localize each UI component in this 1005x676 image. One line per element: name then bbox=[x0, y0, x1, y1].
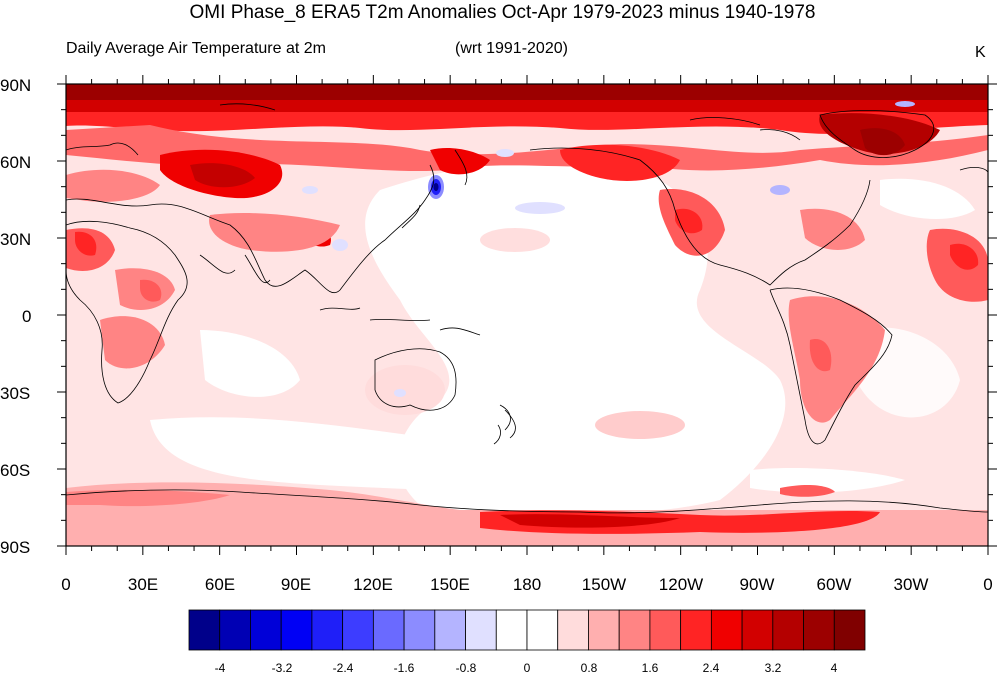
units-label: K bbox=[975, 44, 986, 61]
colorbar-label: 3.2 bbox=[765, 661, 782, 675]
colorbar bbox=[188, 609, 866, 651]
colorbar-swatch bbox=[250, 609, 282, 651]
colorbar-swatch bbox=[311, 609, 344, 651]
lon-label-150e: 150E bbox=[430, 575, 470, 594]
colorbar-swatch bbox=[680, 609, 712, 651]
lon-label-0: 0 bbox=[61, 575, 70, 594]
colorbar-swatch bbox=[649, 609, 682, 651]
lon-label-30w: 30W bbox=[894, 575, 929, 594]
lon-label-150w: 150W bbox=[582, 575, 626, 594]
lon-label-180: 180 bbox=[513, 575, 541, 594]
colorbar-swatch bbox=[803, 609, 835, 651]
latitude-labels: 90N 60N 30N 0 30S 60S 90S bbox=[0, 76, 31, 557]
lon-label-60e: 60E bbox=[205, 575, 235, 594]
colorbar-swatch bbox=[219, 609, 251, 651]
lat-label-30s: 30S bbox=[0, 384, 30, 403]
colorbar-labels: -4 -3.2 -2.4 -1.6 -0.8 0 0.8 1.6 2.4 3.2… bbox=[215, 661, 838, 675]
colorbar-swatch bbox=[833, 609, 866, 651]
colorbar-swatch bbox=[710, 609, 743, 651]
colorbar-label: 2.4 bbox=[703, 661, 720, 675]
colorbar-swatch bbox=[588, 609, 620, 651]
colorbar-swatch bbox=[465, 609, 497, 651]
colorbar-swatch bbox=[434, 609, 466, 651]
figure-title: OMI Phase_8 ERA5 T2m Anomalies Oct-Apr 1… bbox=[189, 2, 816, 23]
coastlines bbox=[66, 103, 988, 514]
colorbar-swatch bbox=[372, 609, 405, 651]
colorbar-swatch bbox=[342, 609, 374, 651]
colorbar-label: 0.8 bbox=[581, 661, 598, 675]
lon-label-90e: 90E bbox=[281, 575, 311, 594]
colorbar-label: 4 bbox=[831, 661, 838, 675]
axis-ticks bbox=[57, 75, 997, 555]
colorbar-label: -3.2 bbox=[272, 661, 293, 675]
lon-label-120w: 120W bbox=[659, 575, 703, 594]
lat-label-90n: 90N bbox=[0, 76, 31, 95]
colorbar-swatch bbox=[188, 609, 221, 651]
colorbar-swatch bbox=[280, 609, 313, 651]
lat-label-60s: 60S bbox=[0, 461, 30, 480]
colorbar-label: -4 bbox=[215, 661, 226, 675]
left-subtitle: Daily Average Air Temperature at 2m bbox=[66, 40, 326, 57]
lat-label-30n: 30N bbox=[0, 230, 31, 249]
lon-label-90w: 90W bbox=[740, 575, 775, 594]
lon-label-30e: 30E bbox=[128, 575, 158, 594]
colorbar-label: 1.6 bbox=[642, 661, 659, 675]
colorbar-swatch bbox=[495, 609, 528, 651]
center-subtitle: (wrt 1991-2020) bbox=[455, 40, 568, 57]
longitude-labels: 0 30E 60E 90E 120E 150E 180 150W 120W 90… bbox=[61, 575, 992, 594]
lat-label-60n: 60N bbox=[0, 153, 31, 172]
colorbar-label: -0.8 bbox=[456, 661, 477, 675]
colorbar-swatch bbox=[618, 609, 651, 651]
colorbar-label: 0 bbox=[524, 661, 531, 675]
lon-label-0-east: 0 bbox=[983, 575, 992, 594]
colorbar-swatch bbox=[557, 609, 589, 651]
colorbar-swatch bbox=[526, 609, 559, 651]
colorbar-label: -2.4 bbox=[333, 661, 354, 675]
lon-label-120e: 120E bbox=[353, 575, 393, 594]
colorbar-swatch bbox=[772, 609, 804, 651]
lat-label-0: 0 bbox=[22, 307, 31, 326]
lat-label-90s: 90S bbox=[0, 538, 30, 557]
colorbar-swatch bbox=[403, 609, 436, 651]
lon-label-60w: 60W bbox=[817, 575, 852, 594]
colorbar-swatch bbox=[741, 609, 774, 651]
colorbar-label: -1.6 bbox=[394, 661, 415, 675]
anomaly-field bbox=[66, 84, 988, 546]
